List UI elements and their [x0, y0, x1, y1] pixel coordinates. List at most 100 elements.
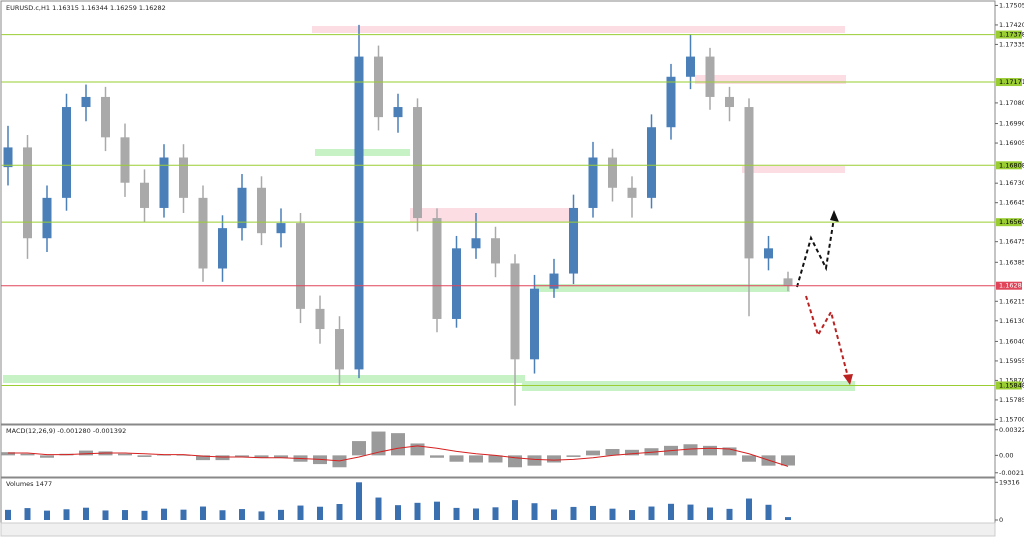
volume-bar [668, 503, 674, 520]
candle-body [764, 248, 773, 259]
macd-bar [625, 449, 639, 456]
macd-bar [352, 441, 366, 456]
volume-bar [590, 505, 596, 520]
y-tick-label: 1.17505 [999, 1, 1024, 9]
volume-bar [83, 507, 89, 520]
macd-frame [0, 424, 996, 478]
y-tick-label: 1.16730 [999, 179, 1024, 187]
volume-bar [785, 517, 791, 520]
macd-bar [449, 455, 464, 462]
y-tick-label: 1.16475 [999, 238, 1024, 246]
macd-signal [8, 445, 789, 467]
volume-bar [44, 510, 50, 520]
macd-tick-label: 0.003227 [999, 426, 1024, 434]
supply-zone [742, 166, 845, 173]
supply-zone [312, 26, 845, 33]
chart-title: EURUSD.c,H1 1.16315 1.16344 1.16259 1.16… [6, 4, 166, 12]
candle-body [783, 278, 793, 286]
macd-bar [1, 452, 15, 456]
volume-bar [707, 507, 713, 520]
macd-bar [79, 450, 93, 456]
candle-body [510, 263, 520, 360]
macd-bar [196, 455, 210, 461]
macd-bar [176, 455, 191, 456]
candle-body [627, 187, 637, 198]
candle-body [140, 182, 149, 208]
main-frame [0, 0, 996, 425]
arrows [796, 210, 853, 385]
y-tick-label: 1.15870 [999, 376, 1024, 384]
time-axis [0, 522, 996, 537]
y-tick-label: 1.16905 [999, 139, 1024, 147]
candle-body [374, 56, 383, 118]
macd-bar [157, 455, 171, 456]
candle-body [686, 56, 695, 77]
macd-bar [235, 455, 249, 457]
volume-bar [765, 504, 772, 520]
candle-body [257, 187, 266, 234]
level-tag [996, 381, 1022, 390]
demand-zone [535, 284, 790, 292]
supply-zone [410, 208, 573, 222]
macd-bar [430, 455, 444, 458]
macd-bar [508, 455, 522, 468]
volume-bar [395, 505, 401, 520]
volume-bar [278, 509, 284, 520]
candle-body [354, 56, 364, 370]
candle-body [588, 157, 598, 208]
y-tick-label: 1.17080 [999, 99, 1024, 107]
macd-bar [371, 431, 386, 456]
macd-bar [703, 445, 717, 456]
y-tick-label: 1.16385 [999, 258, 1024, 266]
volume-bar [531, 503, 538, 520]
candle-body [705, 56, 715, 97]
candle-body [3, 147, 13, 168]
demand-zone [522, 381, 855, 391]
volume-bar [317, 506, 323, 520]
volume-bar [122, 510, 128, 520]
volume-bar [453, 507, 460, 520]
macd-bar [722, 447, 737, 456]
volume-bar [629, 510, 635, 520]
volume-bar [180, 509, 187, 520]
volume-bar [492, 507, 499, 520]
volume-bar [570, 506, 577, 520]
y-tick-label: 1.16040 [999, 337, 1024, 345]
y-tick-label: 1.17335 [999, 40, 1024, 48]
candle-body [42, 197, 52, 239]
macd-bar [527, 455, 542, 466]
volume-bar [414, 502, 421, 520]
level-label: 1.17171 [999, 78, 1024, 86]
volume-bar [5, 509, 11, 520]
level-label: 1.16808 [999, 161, 1024, 169]
volume-bar [687, 504, 694, 520]
macd-label: MACD(12,26,9) -0.001280 -0.001392 [6, 427, 126, 435]
level-tag [996, 30, 1022, 39]
macd-bar [488, 455, 503, 463]
macd-bar [469, 455, 483, 463]
level-tag [996, 161, 1022, 170]
candle-body [237, 187, 247, 229]
volume-bar [258, 511, 265, 520]
volume-bar [219, 510, 226, 520]
macd-bar [254, 455, 269, 458]
level-tag [996, 218, 1022, 227]
bear-arrow [805, 295, 849, 378]
volume-tick-label: 19316 [999, 478, 1020, 486]
macd-bar [274, 455, 288, 458]
volume-bar [648, 506, 655, 520]
candle-body [530, 288, 539, 360]
macd-bar [742, 455, 756, 462]
candle-body [335, 329, 344, 370]
level-tag [996, 78, 1022, 87]
candle-body [81, 96, 91, 108]
candle-body [549, 273, 559, 289]
volume-bar [63, 509, 70, 520]
volume-bar [141, 510, 148, 520]
supply-zone [695, 75, 846, 84]
volume-bar [473, 508, 479, 520]
candle-body [23, 147, 32, 239]
candle-body [296, 223, 305, 309]
